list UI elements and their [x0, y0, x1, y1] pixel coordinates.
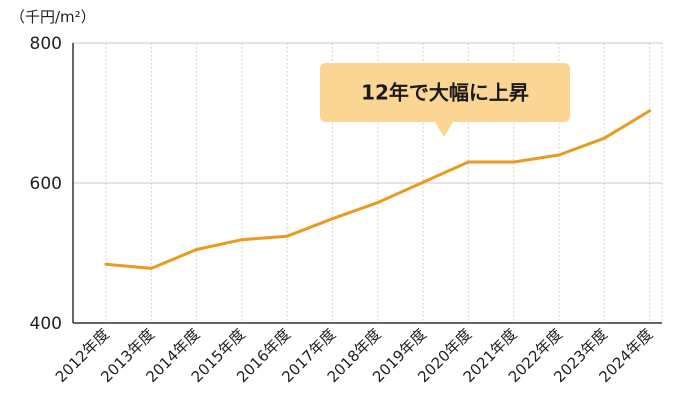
y-tick-label: 800	[30, 34, 62, 54]
y-tick-label: 600	[30, 174, 62, 194]
data-point	[285, 234, 289, 238]
data-point	[331, 217, 334, 221]
x-tick-labels: 2012年度2013年度2014年度2015年度2016年度2017年度2018…	[52, 325, 657, 386]
data-point	[149, 266, 153, 270]
data-point	[421, 180, 425, 184]
data-point	[195, 248, 199, 251]
data-point	[104, 262, 108, 266]
y-tick-labels: 400 600 800	[30, 34, 62, 334]
grid	[73, 42, 663, 323]
series-line	[104, 109, 652, 270]
data-point	[376, 201, 380, 205]
data-point	[557, 153, 561, 157]
data-point	[648, 109, 652, 113]
data-point	[512, 160, 516, 164]
unit-label: （千円/m²）	[10, 8, 96, 26]
y-tick-label: 400	[30, 314, 62, 334]
callout-bubble	[320, 63, 570, 137]
annotation-callout: 12年で大幅に上昇	[320, 63, 570, 137]
annotation-text: 12年で大幅に上昇	[361, 81, 529, 105]
data-point	[240, 238, 244, 242]
data-point	[466, 160, 470, 164]
series	[104, 109, 652, 270]
data-point	[602, 136, 606, 140]
axes	[72, 43, 662, 324]
